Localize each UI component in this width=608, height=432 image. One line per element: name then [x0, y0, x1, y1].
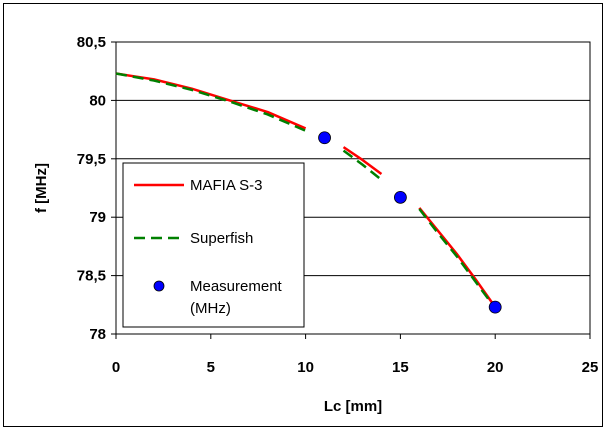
series-group: [115, 72, 502, 314]
plot-area: [115, 41, 591, 335]
superfish-line: [115, 72, 307, 132]
mafia-s-3-line: [342, 146, 383, 175]
y-tick-label: 78: [89, 326, 106, 343]
legend-superfish-label: Superfish: [190, 230, 253, 247]
superfish-line: [342, 149, 383, 181]
measurement-point: [318, 131, 331, 145]
x-tick-label: 10: [297, 359, 314, 376]
legend-measurement-label-line1: Measurement: [190, 278, 283, 295]
superfish-line: [418, 208, 497, 310]
y-tick-label: 80,5: [77, 34, 106, 51]
mafia-s-3-line: [115, 72, 307, 130]
y-tick-label: 79,5: [77, 151, 106, 168]
x-tick-label: 5: [207, 359, 215, 376]
legend-measurement-label-line2: (MHz): [190, 300, 231, 317]
legend-box: [122, 162, 305, 328]
y-tick-label: 79: [89, 209, 106, 226]
legend: MAFIA S-3 Superfish Measurement (MHz): [122, 162, 305, 328]
y-tick-label: 78,5: [77, 268, 106, 285]
y-axis-label: f [MHz]: [33, 163, 50, 213]
measurement-point: [393, 190, 407, 204]
x-tick-label: 0: [112, 359, 120, 376]
x-tick-label: 15: [392, 359, 409, 376]
legend-measurement-marker: [153, 280, 165, 292]
measurement-point: [488, 300, 502, 314]
y-tick-labels: 78 78,5 79 79,5 80 80,5: [77, 34, 106, 343]
legend-mafia-label: MAFIA S-3: [190, 177, 263, 194]
y-tick-label: 80: [89, 92, 106, 109]
x-tick-labels: 0 5 10 15 20 25: [112, 359, 599, 376]
x-tick-label: 20: [487, 359, 504, 376]
x-tick-label: 25: [582, 359, 599, 376]
x-axis-label: Lc [mm]: [324, 398, 382, 415]
